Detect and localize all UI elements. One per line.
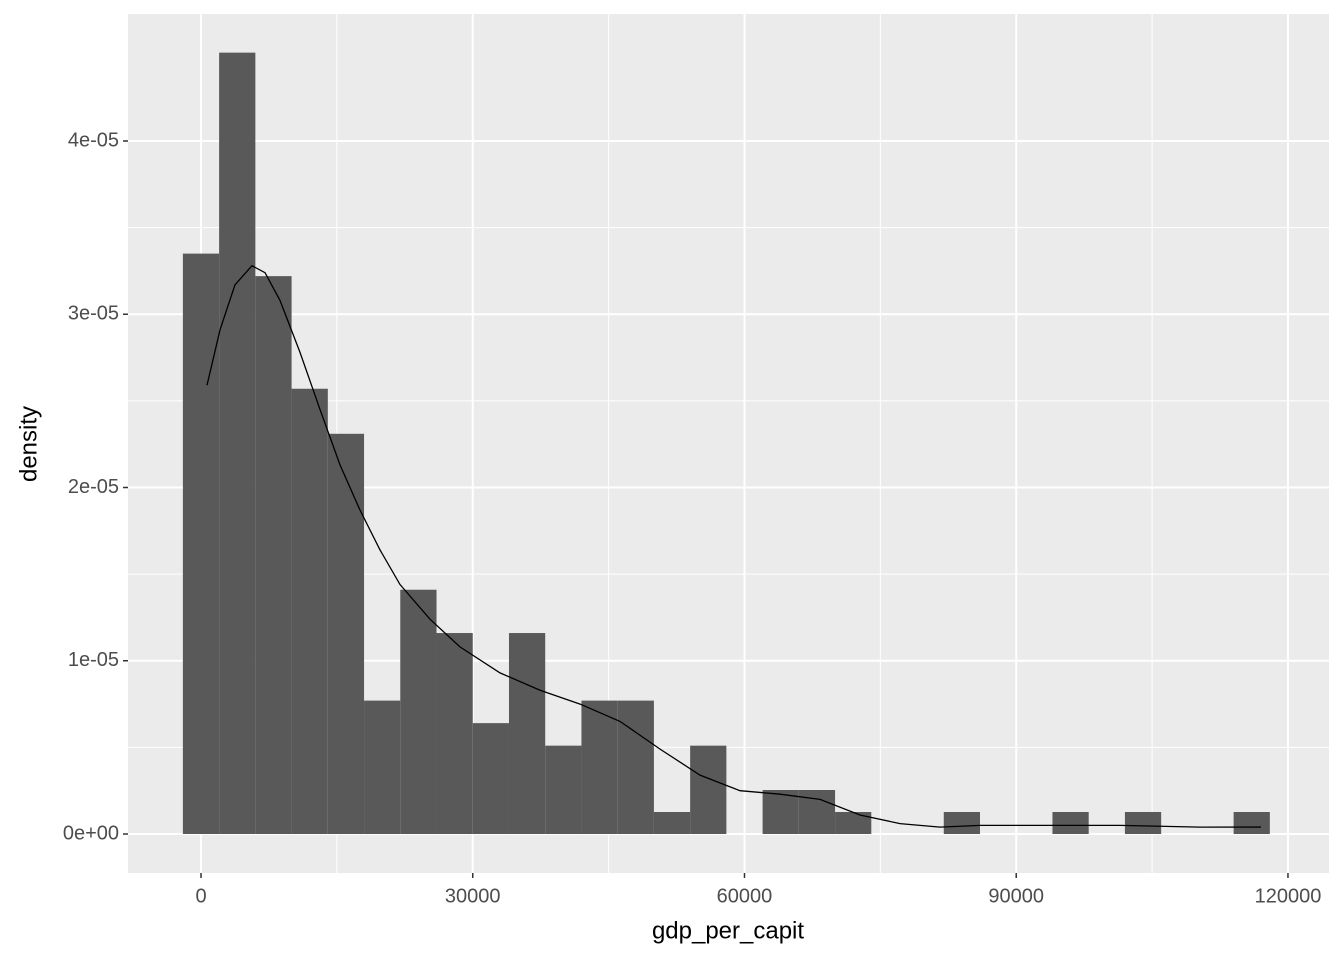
bar <box>436 633 473 835</box>
bar <box>327 433 365 835</box>
y-tick-label: 0e+00 <box>63 822 119 844</box>
bar <box>364 700 401 835</box>
bar <box>617 700 654 835</box>
bar <box>581 700 618 835</box>
x-tick-label: 30000 <box>445 885 501 907</box>
bar <box>400 589 437 835</box>
bar <box>1233 812 1270 835</box>
y-tick-label: 2e-05 <box>68 476 119 498</box>
bar <box>762 790 799 835</box>
bar <box>835 812 872 835</box>
x-tick-label: 60000 <box>717 885 773 907</box>
density-line <box>206 264 1261 828</box>
bar <box>545 745 582 835</box>
x-tick-label: 0 <box>195 885 206 907</box>
y-tick-label: 3e-05 <box>68 303 119 325</box>
x-axis-title: gdp_per_capit <box>652 917 804 944</box>
bar <box>1124 812 1162 835</box>
bar <box>255 276 292 835</box>
bar <box>943 812 980 835</box>
bar <box>1052 812 1089 835</box>
x-tick-label: 120000 <box>1255 885 1322 907</box>
bar <box>291 388 328 835</box>
y-tick-label: 4e-05 <box>68 129 119 151</box>
bar <box>690 745 727 835</box>
bar <box>472 723 509 835</box>
bar <box>508 633 546 835</box>
y-tick-label: 1e-05 <box>68 649 119 671</box>
marks <box>182 52 1270 835</box>
x-tick-label: 90000 <box>988 885 1044 907</box>
bar <box>219 52 256 835</box>
y-axis-title: density <box>15 406 42 482</box>
bar <box>182 253 220 835</box>
bar <box>798 790 836 835</box>
bar <box>653 812 691 835</box>
